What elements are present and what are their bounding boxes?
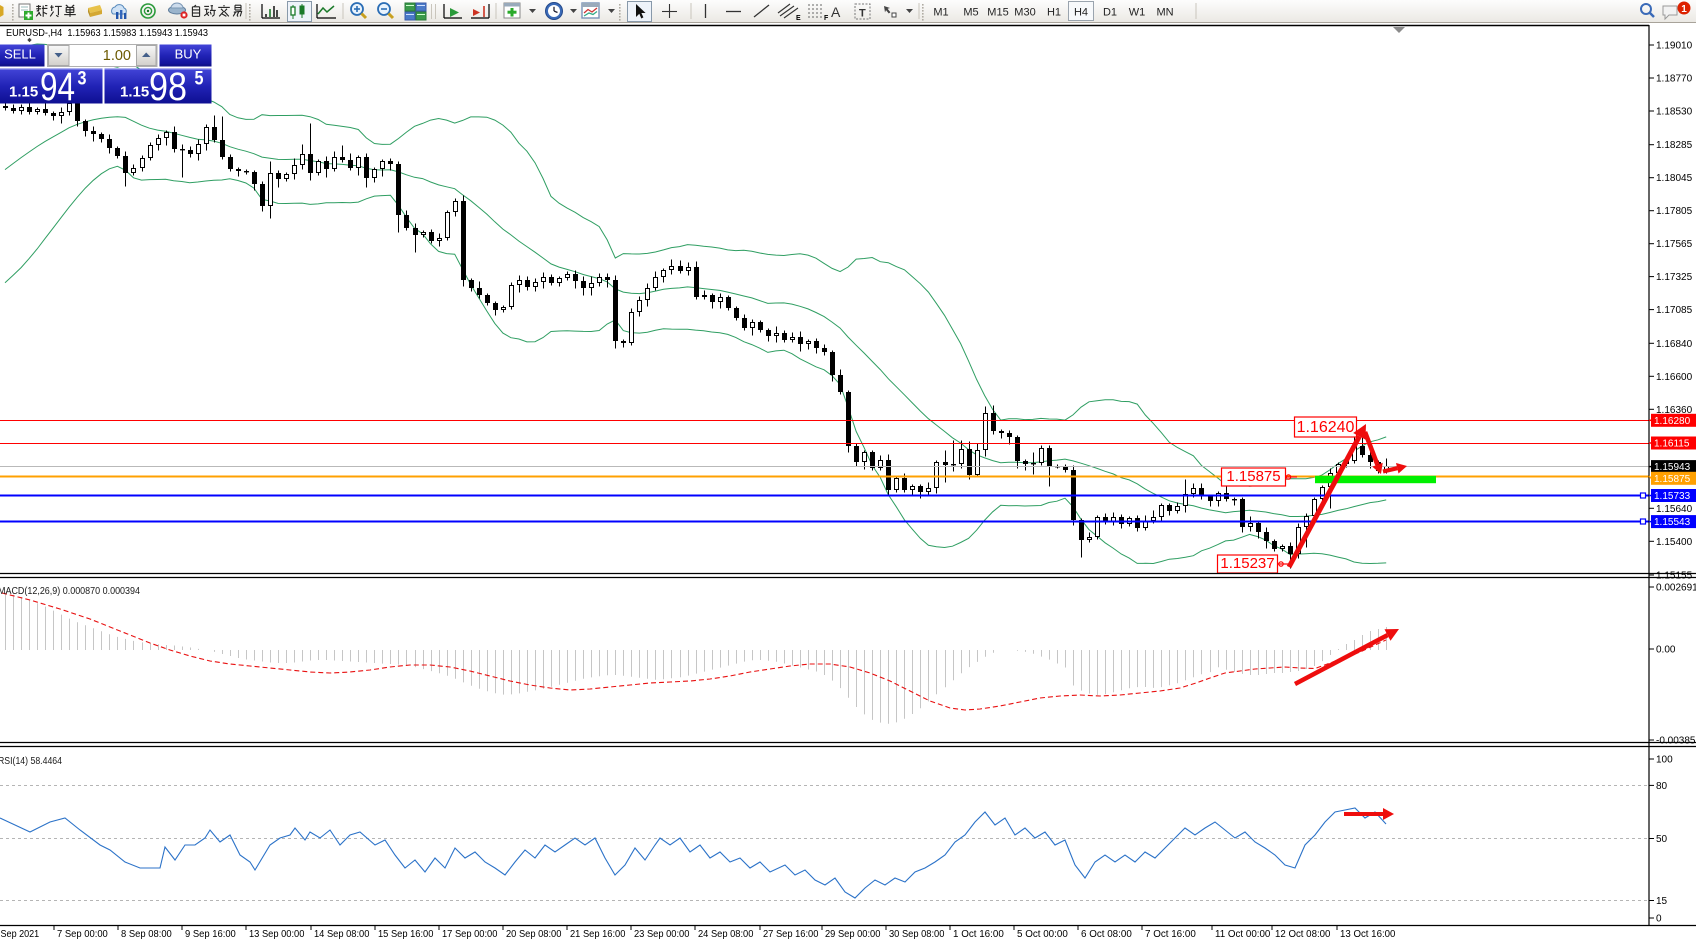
svg-text:7 Oct 16:00: 7 Oct 16:00 xyxy=(1145,929,1196,940)
svg-text:T: T xyxy=(859,8,866,20)
svg-text:1: 1 xyxy=(1681,4,1687,15)
svg-text:1.16840: 1.16840 xyxy=(1656,339,1693,350)
svg-text:-0.00385: -0.00385 xyxy=(1656,736,1696,747)
svg-text:M30: M30 xyxy=(1014,7,1035,19)
svg-text:1.17565: 1.17565 xyxy=(1656,239,1693,250)
svg-text:1.15: 1.15 xyxy=(120,84,149,101)
svg-text:1.15155: 1.15155 xyxy=(1656,571,1693,582)
svg-text:0.002691: 0.002691 xyxy=(1656,583,1696,594)
svg-text:12 Oct 08:00: 12 Oct 08:00 xyxy=(1275,929,1331,940)
svg-text:1.17805: 1.17805 xyxy=(1656,206,1693,217)
svg-text:1.15: 1.15 xyxy=(9,84,38,101)
svg-text:1.18045: 1.18045 xyxy=(1656,173,1693,184)
svg-text:F: F xyxy=(824,15,829,22)
svg-text:6 Oct 08:00: 6 Oct 08:00 xyxy=(1081,929,1132,940)
svg-text:11 Oct 00:00: 11 Oct 00:00 xyxy=(1215,929,1271,940)
svg-text:17 Sep 00:00: 17 Sep 00:00 xyxy=(442,929,498,940)
svg-text:1 Oct 16:00: 1 Oct 16:00 xyxy=(953,929,1004,940)
svg-text:1.15875: 1.15875 xyxy=(1654,474,1691,485)
svg-text:7 Sep 00:00: 7 Sep 00:00 xyxy=(57,929,108,940)
svg-text:BUY: BUY xyxy=(175,47,202,62)
svg-text:A: A xyxy=(831,4,841,20)
svg-text:W1: W1 xyxy=(1129,7,1146,19)
svg-text:MACD(12,26,9) 0.000870 0.00039: MACD(12,26,9) 0.000870 0.000394 xyxy=(0,586,140,597)
svg-text:80: 80 xyxy=(1656,781,1668,792)
svg-text:1.15237: 1.15237 xyxy=(1220,555,1274,572)
svg-text:13 Sep 00:00: 13 Sep 00:00 xyxy=(249,929,305,940)
svg-text:6 Sep 2021: 6 Sep 2021 xyxy=(0,929,40,940)
svg-text:15: 15 xyxy=(1656,896,1668,907)
svg-text:MN: MN xyxy=(1156,7,1173,19)
svg-text:1.15543: 1.15543 xyxy=(1654,517,1691,528)
svg-text:14 Sep 08:00: 14 Sep 08:00 xyxy=(314,929,370,940)
svg-text:1.16115: 1.16115 xyxy=(1654,439,1690,450)
svg-text:29 Sep 00:00: 29 Sep 00:00 xyxy=(825,929,881,940)
svg-text:1.16360: 1.16360 xyxy=(1656,405,1693,416)
svg-text:0.00: 0.00 xyxy=(1656,645,1676,656)
svg-text:1.15875: 1.15875 xyxy=(1226,468,1280,485)
svg-text:D1: D1 xyxy=(1103,7,1117,19)
svg-text:1.16600: 1.16600 xyxy=(1656,372,1693,383)
svg-text:27 Sep 16:00: 27 Sep 16:00 xyxy=(763,929,819,940)
svg-text:M15: M15 xyxy=(987,7,1008,19)
svg-text:30 Sep 08:00: 30 Sep 08:00 xyxy=(889,929,945,940)
svg-text:1.18770: 1.18770 xyxy=(1656,74,1693,85)
svg-text:3: 3 xyxy=(78,69,87,90)
svg-text:1.15943: 1.15943 xyxy=(1654,462,1691,473)
svg-text:1.15733: 1.15733 xyxy=(1654,491,1691,502)
svg-text:1.17325: 1.17325 xyxy=(1656,272,1693,283)
svg-text:21 Sep 16:00: 21 Sep 16:00 xyxy=(570,929,626,940)
svg-text:1.00: 1.00 xyxy=(103,48,131,64)
svg-text:23 Sep 00:00: 23 Sep 00:00 xyxy=(634,929,690,940)
svg-text:EURUSD-,H4 1.15963 1.15983 1.: EURUSD-,H4 1.15963 1.15983 1.15943 1.159… xyxy=(6,28,208,39)
svg-text:M5: M5 xyxy=(963,7,978,19)
svg-text:H1: H1 xyxy=(1047,7,1061,19)
svg-text:8 Sep 08:00: 8 Sep 08:00 xyxy=(121,929,172,940)
svg-text:98: 98 xyxy=(149,65,187,109)
svg-text:13 Oct 16:00: 13 Oct 16:00 xyxy=(1340,929,1396,940)
svg-text:100: 100 xyxy=(1656,755,1673,766)
svg-text:20 Sep 08:00: 20 Sep 08:00 xyxy=(506,929,562,940)
svg-text:H4: H4 xyxy=(1074,7,1088,19)
svg-text:1.16280: 1.16280 xyxy=(1654,416,1691,427)
svg-text:5: 5 xyxy=(195,69,204,90)
svg-text:9 Sep 16:00: 9 Sep 16:00 xyxy=(185,929,236,940)
svg-text:94: 94 xyxy=(40,65,75,109)
svg-text:1.16240: 1.16240 xyxy=(1297,419,1355,436)
svg-text:SELL: SELL xyxy=(4,47,36,62)
svg-text:RSI(14) 58.4464: RSI(14) 58.4464 xyxy=(0,756,62,767)
svg-text:1.15400: 1.15400 xyxy=(1656,537,1693,548)
svg-text:5 Oct 00:00: 5 Oct 00:00 xyxy=(1017,929,1068,940)
svg-text:1.19010: 1.19010 xyxy=(1656,41,1693,52)
svg-text:24 Sep 08:00: 24 Sep 08:00 xyxy=(698,929,754,940)
svg-text:M1: M1 xyxy=(933,7,948,19)
svg-text:1.15640: 1.15640 xyxy=(1656,504,1693,515)
svg-text:15 Sep 16:00: 15 Sep 16:00 xyxy=(378,929,434,940)
svg-text:0: 0 xyxy=(1656,914,1662,925)
svg-text:1.17085: 1.17085 xyxy=(1656,305,1693,316)
svg-text:50: 50 xyxy=(1656,834,1668,845)
svg-text:1.18285: 1.18285 xyxy=(1656,140,1693,151)
svg-text:1.18530: 1.18530 xyxy=(1656,107,1693,118)
svg-text:E: E xyxy=(796,15,801,22)
